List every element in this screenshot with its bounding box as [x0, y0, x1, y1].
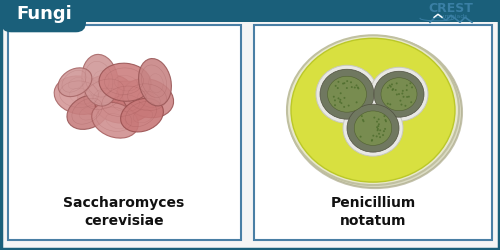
Ellipse shape — [122, 79, 174, 118]
Ellipse shape — [338, 81, 340, 83]
Ellipse shape — [357, 86, 359, 88]
Ellipse shape — [376, 129, 378, 131]
Ellipse shape — [346, 87, 348, 89]
Ellipse shape — [387, 103, 389, 105]
Ellipse shape — [338, 97, 340, 99]
Ellipse shape — [408, 96, 410, 98]
Ellipse shape — [340, 102, 342, 104]
Ellipse shape — [67, 95, 109, 130]
Ellipse shape — [337, 87, 339, 89]
Ellipse shape — [390, 86, 392, 88]
Ellipse shape — [372, 135, 374, 137]
FancyBboxPatch shape — [8, 25, 241, 240]
Ellipse shape — [334, 85, 336, 87]
Text: Saccharomyces
cerevisiae: Saccharomyces cerevisiae — [64, 196, 184, 228]
Ellipse shape — [344, 82, 345, 84]
Ellipse shape — [362, 119, 364, 121]
Text: CREST: CREST — [428, 2, 474, 15]
Ellipse shape — [354, 86, 356, 88]
FancyBboxPatch shape — [254, 25, 492, 240]
Ellipse shape — [374, 116, 376, 118]
Ellipse shape — [342, 82, 344, 84]
Ellipse shape — [82, 54, 118, 106]
Ellipse shape — [361, 115, 363, 117]
Ellipse shape — [333, 96, 335, 98]
Ellipse shape — [390, 103, 392, 105]
Text: Penicillium
notatum: Penicillium notatum — [330, 196, 416, 228]
Ellipse shape — [120, 98, 164, 132]
Ellipse shape — [54, 76, 106, 114]
Ellipse shape — [138, 58, 172, 106]
Ellipse shape — [370, 67, 428, 121]
Ellipse shape — [340, 92, 342, 94]
Ellipse shape — [387, 87, 389, 89]
Ellipse shape — [291, 38, 455, 182]
Ellipse shape — [377, 128, 379, 130]
Ellipse shape — [404, 105, 406, 107]
Ellipse shape — [92, 102, 138, 138]
Ellipse shape — [360, 136, 362, 138]
Ellipse shape — [411, 86, 413, 88]
Text: Olympiads: Olympiads — [434, 14, 468, 19]
Ellipse shape — [396, 94, 398, 96]
Ellipse shape — [343, 100, 403, 156]
Ellipse shape — [379, 129, 381, 131]
Ellipse shape — [402, 90, 404, 92]
Ellipse shape — [378, 133, 380, 135]
Ellipse shape — [378, 125, 380, 127]
Ellipse shape — [402, 92, 404, 94]
Ellipse shape — [378, 123, 380, 125]
Ellipse shape — [356, 101, 358, 103]
Ellipse shape — [58, 68, 92, 96]
Ellipse shape — [320, 69, 374, 119]
Text: Fungi: Fungi — [16, 5, 72, 23]
Ellipse shape — [344, 97, 345, 99]
Bar — [1, 1, 499, 22]
Ellipse shape — [287, 35, 459, 185]
Ellipse shape — [376, 121, 378, 123]
Ellipse shape — [347, 104, 399, 152]
Ellipse shape — [356, 84, 358, 86]
Ellipse shape — [379, 136, 381, 138]
Ellipse shape — [400, 104, 402, 106]
Ellipse shape — [388, 84, 390, 86]
Ellipse shape — [362, 120, 364, 122]
Ellipse shape — [350, 81, 352, 83]
Ellipse shape — [396, 82, 398, 84]
Ellipse shape — [385, 120, 387, 122]
Ellipse shape — [410, 82, 412, 84]
Bar — [1, 1, 46, 22]
Ellipse shape — [346, 80, 348, 82]
Ellipse shape — [371, 139, 373, 141]
Ellipse shape — [391, 84, 393, 86]
Ellipse shape — [374, 71, 424, 117]
Ellipse shape — [343, 106, 345, 108]
Ellipse shape — [394, 89, 396, 91]
Ellipse shape — [316, 65, 378, 123]
Ellipse shape — [398, 93, 400, 95]
Ellipse shape — [358, 88, 360, 90]
Ellipse shape — [328, 76, 366, 112]
Ellipse shape — [410, 101, 412, 103]
Ellipse shape — [406, 84, 408, 86]
Ellipse shape — [384, 119, 386, 121]
Ellipse shape — [384, 128, 386, 130]
Ellipse shape — [392, 89, 394, 91]
Ellipse shape — [402, 96, 404, 98]
Ellipse shape — [376, 126, 378, 128]
Ellipse shape — [78, 74, 132, 116]
Ellipse shape — [378, 118, 380, 120]
Ellipse shape — [406, 89, 407, 91]
Ellipse shape — [354, 111, 392, 146]
Ellipse shape — [384, 115, 386, 117]
Ellipse shape — [381, 78, 417, 111]
Ellipse shape — [99, 63, 151, 101]
Ellipse shape — [334, 99, 336, 101]
Ellipse shape — [351, 86, 353, 88]
Ellipse shape — [340, 99, 342, 101]
Ellipse shape — [288, 36, 462, 188]
Ellipse shape — [348, 104, 350, 106]
Ellipse shape — [383, 130, 385, 132]
Ellipse shape — [334, 104, 336, 106]
